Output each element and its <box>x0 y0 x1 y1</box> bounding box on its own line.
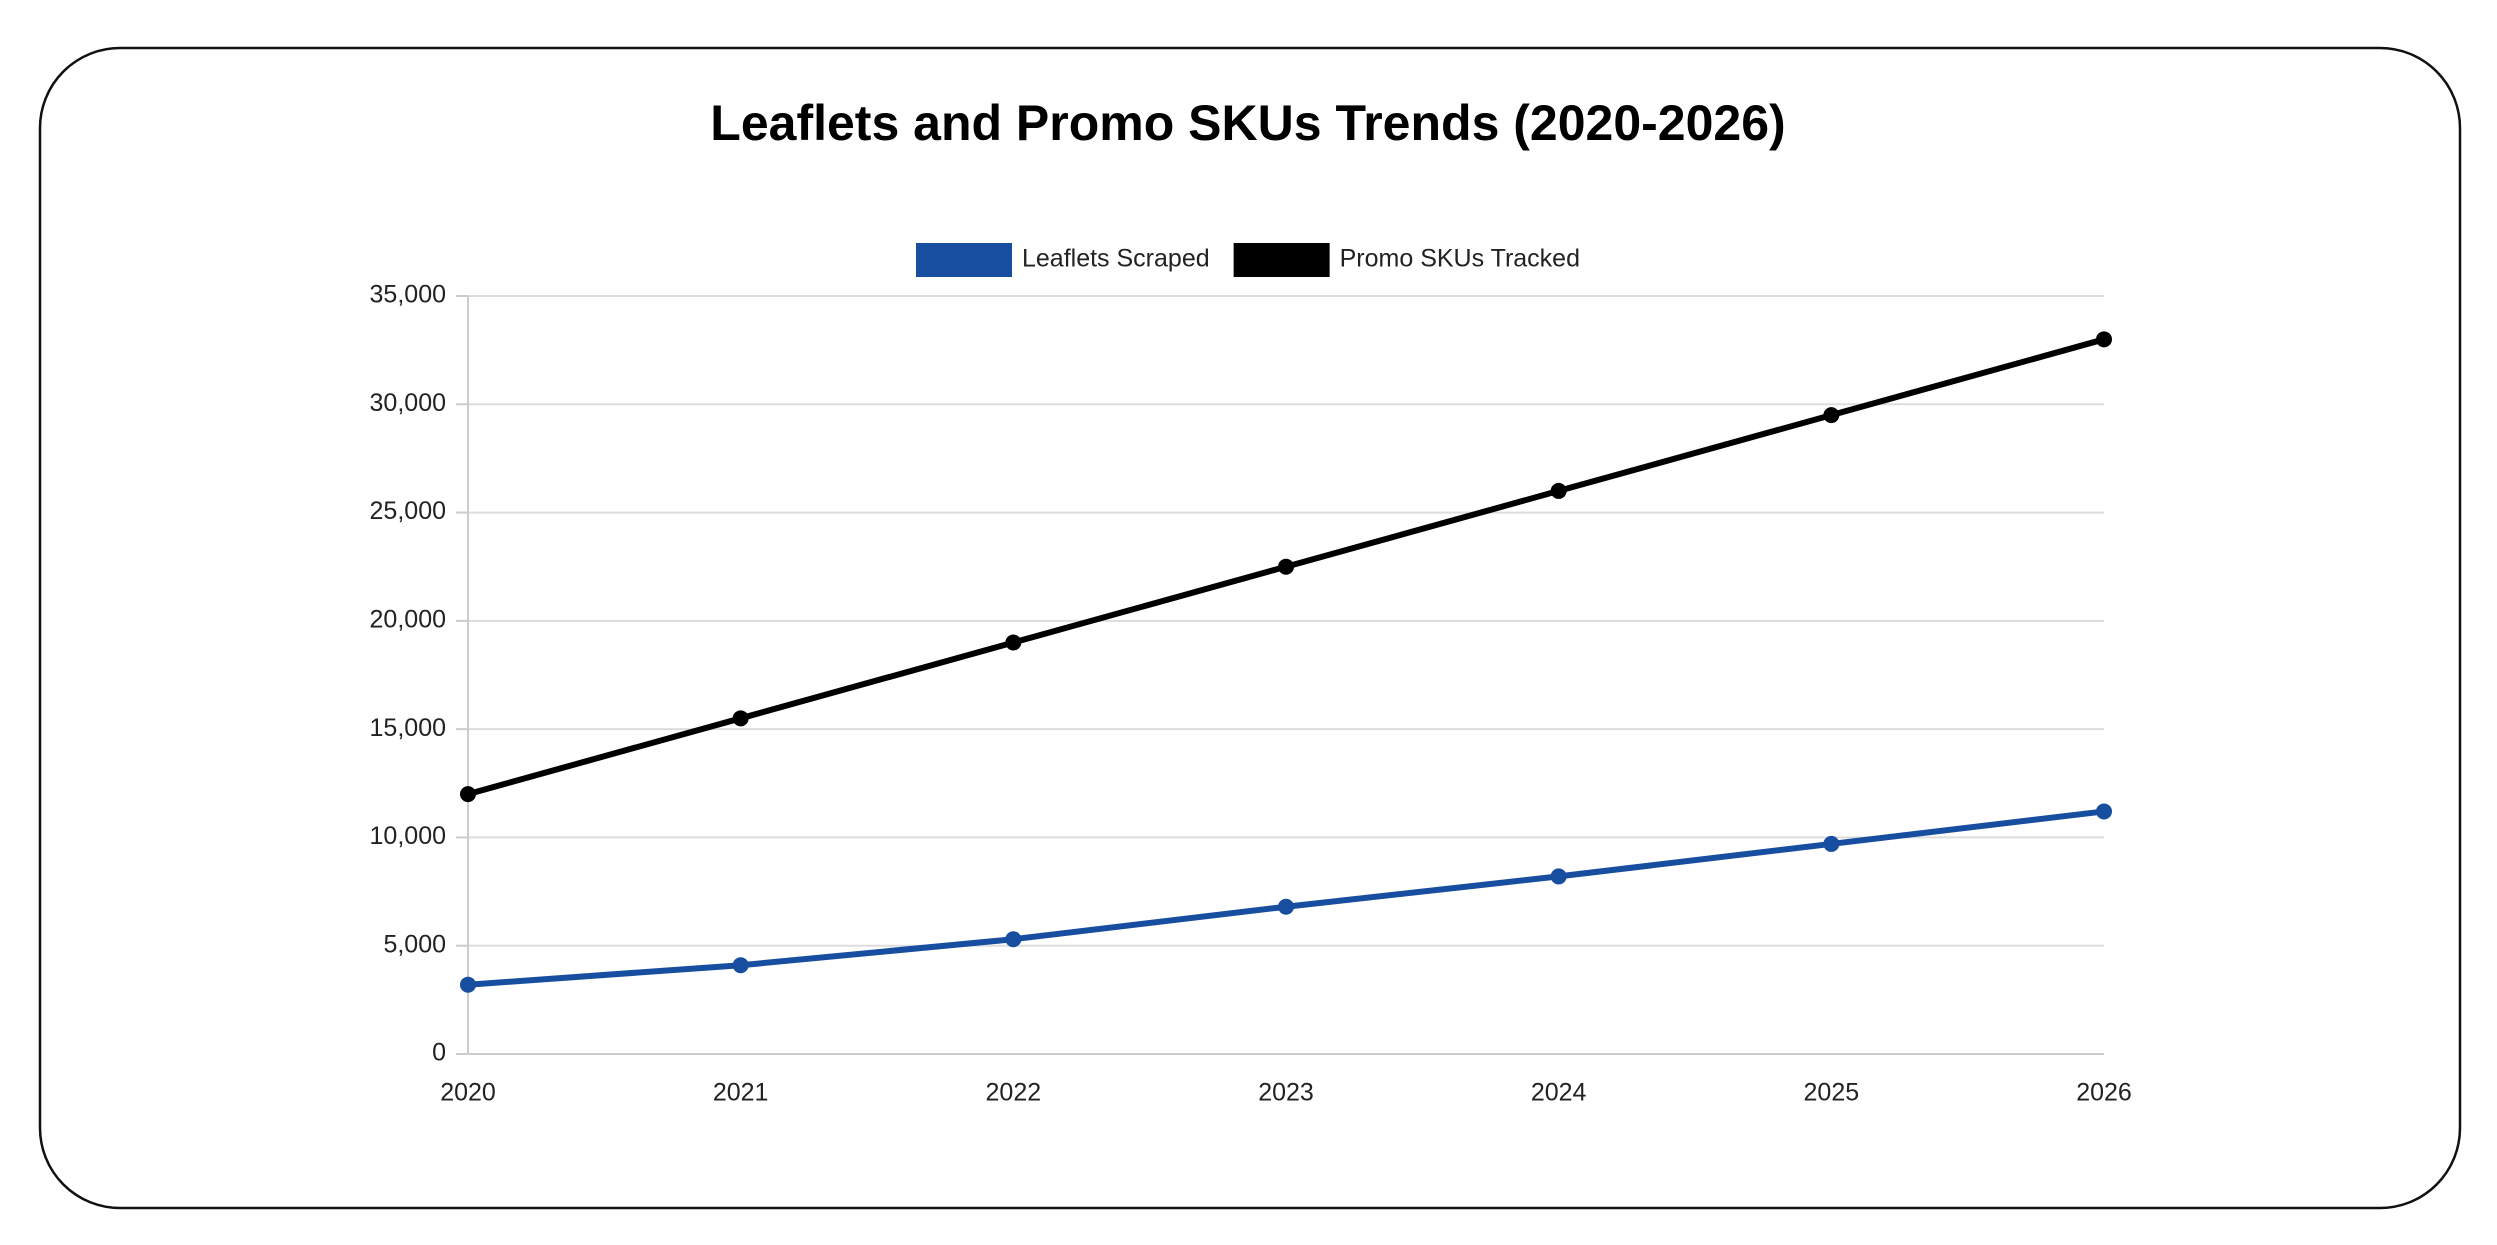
data-point <box>1278 558 1294 575</box>
data-point <box>460 786 476 803</box>
chart-title: Leaflets and Promo SKUs Trends (2020-202… <box>710 95 1785 151</box>
y-tick-label: 5,000 <box>383 930 446 958</box>
data-point <box>1005 634 1022 651</box>
data-point <box>460 976 476 993</box>
y-tick-label: 0 <box>432 1039 446 1067</box>
legend-swatch <box>916 243 1013 277</box>
legend-swatch <box>1233 243 1330 277</box>
data-point <box>2096 331 2112 348</box>
y-tick-label: 30,000 <box>370 389 446 417</box>
x-tick-label: 2025 <box>1804 1079 1860 1107</box>
data-point <box>1278 898 1294 915</box>
x-tick-label: 2023 <box>1258 1079 1314 1107</box>
data-point <box>1005 931 1022 948</box>
data-point <box>732 710 749 727</box>
y-tick-label: 35,000 <box>370 281 446 309</box>
data-point <box>2096 803 2112 820</box>
legend-label: Leaflets Scraped <box>1022 245 1210 273</box>
x-tick-label: 2024 <box>1531 1079 1587 1107</box>
x-tick-label: 2026 <box>2076 1079 2132 1107</box>
legend-label: Promo SKUs Tracked <box>1340 245 1580 273</box>
y-tick-label: 20,000 <box>370 605 446 633</box>
data-point <box>1823 407 1840 424</box>
card <box>38 46 2462 1210</box>
x-tick-label: 2022 <box>986 1079 1042 1107</box>
x-tick-label: 2020 <box>440 1079 496 1107</box>
y-tick-label: 25,000 <box>370 497 446 525</box>
data-point <box>732 957 749 974</box>
y-tick-label: 15,000 <box>370 714 446 742</box>
x-tick-label: 2021 <box>713 1079 769 1107</box>
data-point <box>1550 868 1567 885</box>
y-tick-label: 10,000 <box>370 822 446 850</box>
data-point <box>1823 835 1840 852</box>
data-point <box>1550 482 1567 499</box>
